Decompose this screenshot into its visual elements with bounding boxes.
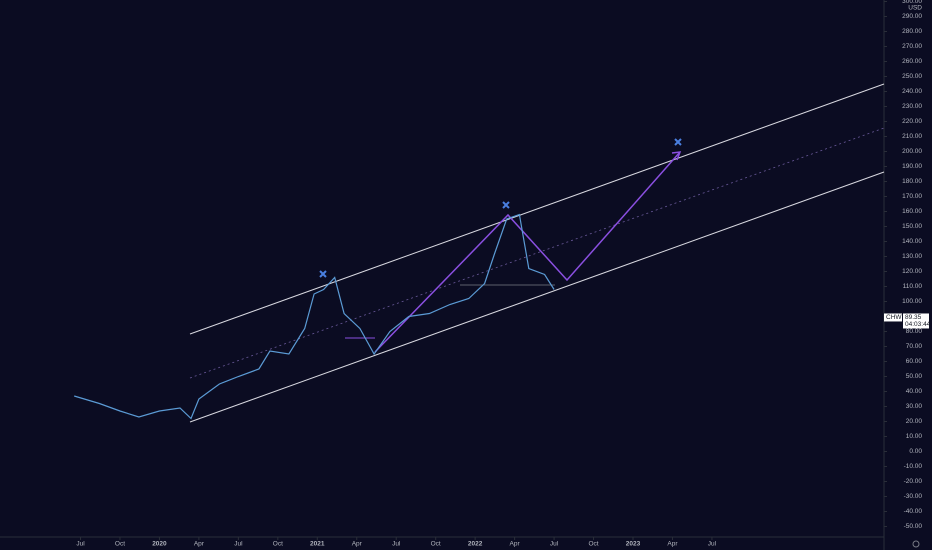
projection-arrow <box>671 151 682 161</box>
settings-icon[interactable] <box>912 540 920 548</box>
y-tick-label: -40.00 <box>904 508 923 515</box>
x-marker <box>674 138 682 146</box>
x-tick-label: Apr <box>510 541 521 548</box>
x-marker <box>502 201 510 209</box>
y-tick-label: 50.00 <box>906 373 923 380</box>
y-tick-label: 20.00 <box>906 418 923 425</box>
y-tick-label: 140.00 <box>902 238 922 245</box>
countdown-label: 04:03:44 <box>905 321 931 328</box>
y-tick-label: 130.00 <box>902 253 922 260</box>
currency-label: USD <box>908 5 922 12</box>
y-tick-label: 180.00 <box>902 178 922 185</box>
x-tick-label: Jul <box>392 541 401 548</box>
x-tick-label: Jul <box>708 541 717 548</box>
y-tick-label: 60.00 <box>906 358 923 365</box>
y-tick-label: 200.00 <box>902 148 922 155</box>
x-tick-label: 2021 <box>310 541 325 548</box>
y-tick-label: 0.00 <box>909 448 922 455</box>
x-tick-label: Apr <box>667 541 678 548</box>
y-tick-label: 160.00 <box>902 208 922 215</box>
y-tick-label: -20.00 <box>904 478 923 485</box>
y-tick-label: 250.00 <box>902 73 922 80</box>
price-badge <box>903 313 929 329</box>
y-tick-label: 260.00 <box>902 58 922 65</box>
price-line <box>74 213 555 420</box>
x-tick-label: Oct <box>273 541 283 548</box>
y-tick-label: 210.00 <box>902 133 922 140</box>
y-tick-label: 110.00 <box>903 283 923 290</box>
x-tick-label: Jul <box>76 541 85 548</box>
y-tick-label: 220.00 <box>902 118 922 125</box>
x-tick-label: 2022 <box>468 541 483 548</box>
channel-lower <box>189 171 885 423</box>
x-tick-label: Oct <box>588 541 598 548</box>
y-tick-label: 70.00 <box>906 343 923 350</box>
x-tick-label: Jul <box>550 541 559 548</box>
y-tick-label: 40.00 <box>906 388 923 395</box>
y-tick-label: 300.00 <box>902 0 922 5</box>
y-tick-label: -30.00 <box>904 493 923 500</box>
x-tick-label: 2023 <box>626 541 641 548</box>
y-tick-label: 290.00 <box>902 13 922 20</box>
y-tick-label: 30.00 <box>906 403 923 410</box>
channel-upper <box>189 83 885 335</box>
ticker-badge <box>884 313 902 322</box>
drawings <box>189 83 920 548</box>
projection-path <box>374 151 681 353</box>
y-tick-label: 240.00 <box>902 88 922 95</box>
y-tick-label: 230.00 <box>902 103 922 110</box>
y-tick-label: -50.00 <box>904 523 923 530</box>
y-tick-label: 280.00 <box>902 28 922 35</box>
x-markers <box>319 138 682 278</box>
x-tick-label: 2020 <box>152 541 167 548</box>
x-tick-label: Oct <box>431 541 441 548</box>
x-tick-label: Oct <box>115 541 125 548</box>
y-tick-label: 170.00 <box>902 193 922 200</box>
x-marker <box>319 270 327 278</box>
ticker-label: CHWY <box>886 314 907 321</box>
y-tick-label: 150.00 <box>902 223 922 230</box>
y-tick-label: -10.00 <box>904 463 923 470</box>
x-tick-label: Jul <box>234 541 243 548</box>
y-tick-label: 100.00 <box>902 298 922 305</box>
y-tick-label: 190.00 <box>902 163 922 170</box>
y-tick-label: 270.00 <box>902 43 922 50</box>
last-price-label: 89.35 <box>905 314 922 321</box>
y-tick-label: 10.00 <box>906 433 923 440</box>
y-tick-label: 120.00 <box>902 268 922 275</box>
y-tick-label: 80.00 <box>906 328 923 335</box>
x-tick-label: Apr <box>194 541 205 548</box>
x-tick-label: Apr <box>352 541 363 548</box>
